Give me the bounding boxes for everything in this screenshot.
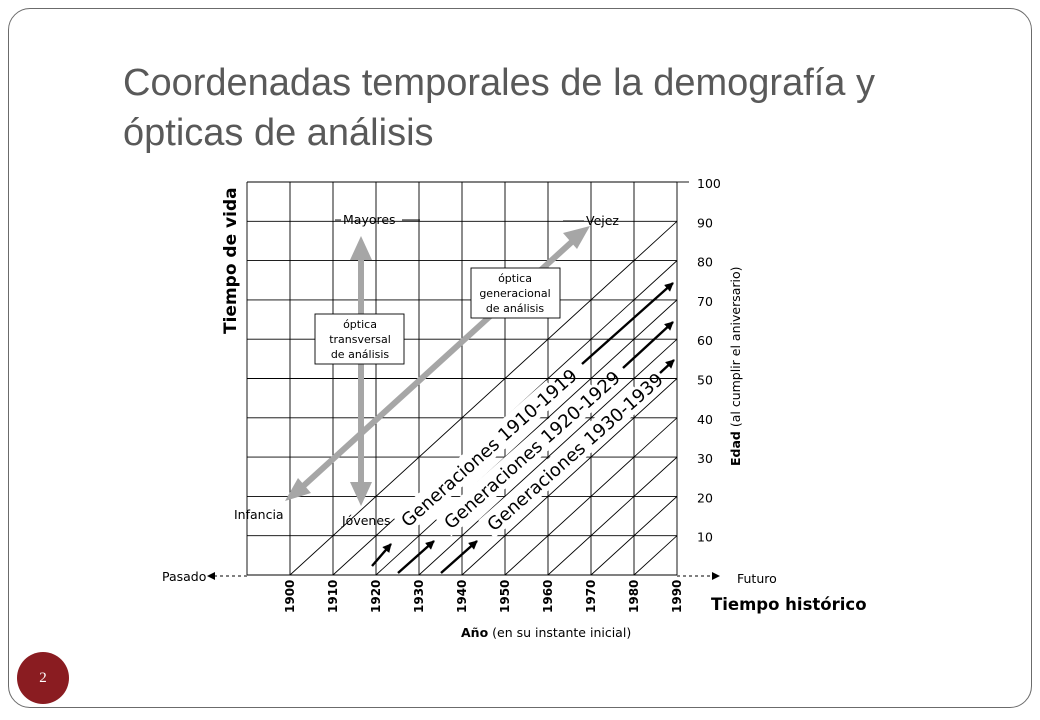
title-line-1: Coordenadas temporales de la demografía … xyxy=(123,62,876,104)
generational-arrow-head-down xyxy=(285,478,311,501)
age-tick-label: 70 xyxy=(697,294,713,309)
title-line-2: ópticas de análisis xyxy=(123,112,434,154)
year-tick-label: 1930 xyxy=(412,580,426,613)
cohort-arrow-1910-high xyxy=(581,282,674,365)
year-tick-label: 1910 xyxy=(326,580,340,613)
age-tick-label: 60 xyxy=(697,333,713,348)
year-tick-label: 1990 xyxy=(670,580,684,613)
slide-title: Coordenadas temporales de la demografía … xyxy=(123,58,983,158)
past-label: Pasado xyxy=(162,569,206,584)
svg-text:óptica: óptica xyxy=(498,272,532,285)
lexis-diagram: Pasado Futuro 1900 1910 1920 1930 1940 1950 19… xyxy=(162,176,867,640)
cohort-arrow-1930-low xyxy=(440,540,478,574)
age-tick-label: 80 xyxy=(697,255,713,270)
cohort-diagonal xyxy=(590,495,677,575)
cohort-diagonal xyxy=(547,456,677,575)
corner-labels: Mayores Vejez Infancia Jóvenes xyxy=(234,212,619,528)
cohort-arrow-1920-low xyxy=(397,540,435,574)
generation-labels: Generaciones 1910-1919 Generaciones 1920… xyxy=(392,365,668,539)
cohort-diagonal xyxy=(418,338,677,575)
year-tick-label: 1960 xyxy=(541,580,555,613)
svg-text:generacional: generacional xyxy=(479,287,550,300)
transversal-arrow-head-down xyxy=(350,482,372,506)
mayores-label: Mayores xyxy=(343,212,396,227)
right-axis-title: Edad (al cumplir el aniversario) xyxy=(728,266,743,466)
age-tick-label: 50 xyxy=(697,373,713,388)
year-tick-label: 1980 xyxy=(627,580,641,613)
year-tick-label: 1900 xyxy=(283,580,297,613)
svg-text:óptica: óptica xyxy=(343,318,377,331)
year-tick-labels: 1900 1910 1920 1930 1940 1950 1960 1970 1980 1990 xyxy=(283,580,684,613)
historical-time-label: Tiempo histórico xyxy=(711,595,867,614)
generational-arrow-head-up xyxy=(563,226,590,249)
svg-text:de análisis: de análisis xyxy=(486,302,545,315)
future-label: Futuro xyxy=(737,571,777,586)
age-tick-label: 90 xyxy=(697,215,713,230)
age-tick-label: 30 xyxy=(697,451,713,466)
age-tick-labels: 10 20 30 40 50 60 70 80 90 100 xyxy=(697,176,721,545)
cohort-diagonal xyxy=(461,377,677,575)
generation-label-1910: Generaciones 1910-1919 xyxy=(397,365,581,532)
cohort-arrow-1930-high xyxy=(659,359,675,374)
cohort-diagonal xyxy=(633,535,677,575)
year-tick-label: 1970 xyxy=(584,580,598,613)
cohort-arrows xyxy=(371,282,675,574)
generational-optics-box: óptica generacional de análisis xyxy=(470,267,561,319)
year-tick-label: 1920 xyxy=(369,580,383,613)
cohort-arrow-1920-high xyxy=(622,321,674,369)
transversal-optics-box: óptica transversal de análisis xyxy=(314,313,405,365)
y-axis-title: Tiempo de vida xyxy=(221,187,241,334)
svg-text:transversal: transversal xyxy=(329,333,391,346)
age-tick-label: 100 xyxy=(697,176,721,191)
page-number-badge: 2 xyxy=(17,652,69,704)
age-tick-label: 40 xyxy=(697,412,713,427)
cohort-arrow-1910-low xyxy=(371,543,392,567)
vejez-label: Vejez xyxy=(586,213,619,228)
slide-frame xyxy=(8,8,1032,708)
cohort-diagonal xyxy=(289,220,677,575)
x-axis-title: Año (en su instante inicial) xyxy=(461,625,631,640)
cohort-diagonal xyxy=(504,417,677,575)
age-tick-label: 10 xyxy=(697,530,713,545)
svg-text:de análisis: de análisis xyxy=(331,348,390,361)
year-tick-label: 1950 xyxy=(498,580,512,613)
transversal-arrow-head-up xyxy=(350,236,372,260)
infancia-label: Infancia xyxy=(234,507,284,522)
jovenes-label: Jóvenes xyxy=(341,513,391,528)
age-tick-label: 20 xyxy=(697,490,713,505)
year-tick-label: 1940 xyxy=(455,580,469,613)
